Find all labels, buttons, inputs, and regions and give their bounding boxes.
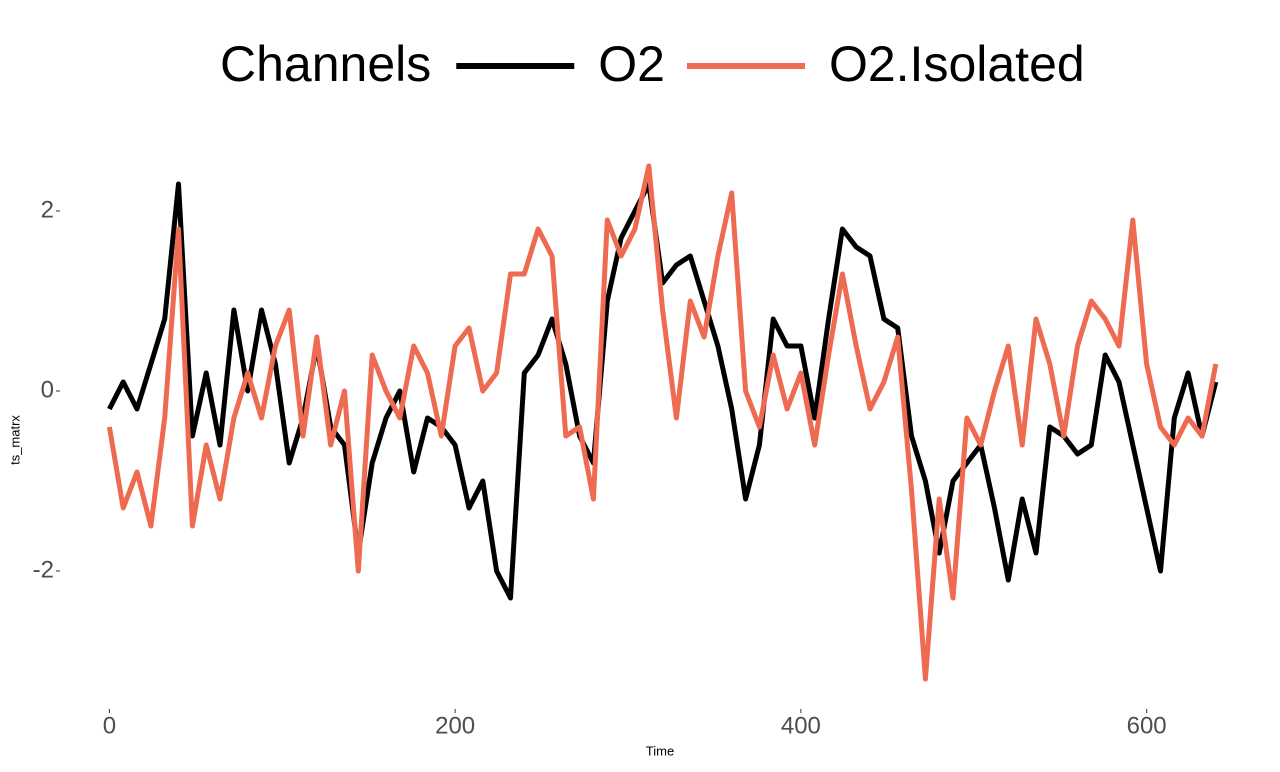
x-tick-label: 0	[103, 712, 116, 739]
legend-title: Channels	[220, 36, 431, 92]
x-tick-label: 600	[1127, 712, 1167, 739]
y-tick-label: -2	[33, 556, 54, 583]
y-tick-label: 0	[41, 376, 54, 403]
y-axis-label: ts_matrx	[7, 415, 22, 465]
legend-label: O2.Isolated	[829, 36, 1085, 92]
series-line	[107, 181, 1219, 601]
x-tick-label: 400	[781, 712, 821, 739]
x-axis-label: Time	[646, 743, 674, 758]
x-tick-label: 200	[435, 712, 475, 739]
legend-label: O2	[598, 36, 665, 92]
series-line	[106, 163, 1219, 682]
y-tick-label: 2	[41, 196, 54, 223]
